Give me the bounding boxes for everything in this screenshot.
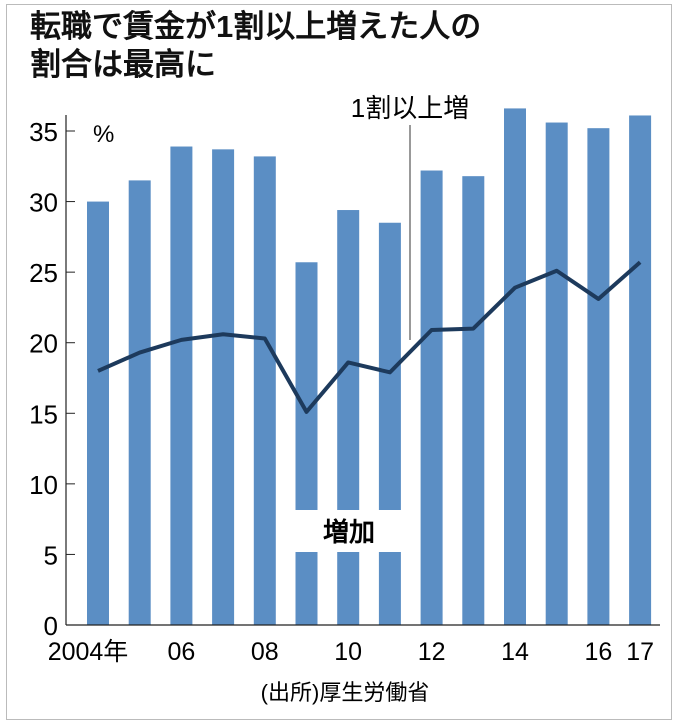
line-series [97,260,642,414]
bar [462,176,485,625]
y-tick-label: 10 [29,470,58,500]
source-note: (出所)厚生労働省 [261,680,430,705]
bar [420,170,443,625]
bar [87,201,109,626]
bar [170,146,193,626]
bar [378,222,401,625]
y-tick-label: 20 [29,329,58,359]
y-tick-label: 5 [44,540,58,570]
bar-series-label: 増加 [323,517,375,547]
x-tick-label: 17 [626,638,654,666]
x-tick-label: 2004年 [48,638,129,666]
title-line-1: 転職で賃金が1割以上増えた人の [30,9,482,44]
x-tick-label: 08 [251,638,279,666]
bar-label-background [290,510,410,552]
y-tick-label: 0 [44,611,58,641]
x-tick-label: 16 [584,638,612,666]
title-line-2: 割合は最高に [30,47,216,82]
bar [212,149,235,625]
x-tick-label: 12 [418,638,446,666]
x-tick-label: 10 [334,638,362,666]
bar [504,108,526,626]
x-tick-label: 14 [501,638,529,666]
bar [587,128,610,626]
y-tick-label: 15 [29,399,58,429]
chart-frame [6,4,672,720]
bar [295,262,318,625]
bar [545,122,568,625]
y-unit-label: % [93,121,114,148]
y-tick-label: 30 [29,188,58,218]
bar [629,115,652,625]
y-tick-label: 25 [29,258,58,288]
x-tick-label: 06 [167,638,195,666]
bar [337,210,360,626]
y-tick-label: 35 [29,117,58,147]
bar [128,180,151,625]
bar [253,156,276,626]
line-series-label: 1割以上増 [351,93,469,123]
chart-title: 転職で賃金が1割以上増えた人の 割合は最高に [30,8,670,84]
